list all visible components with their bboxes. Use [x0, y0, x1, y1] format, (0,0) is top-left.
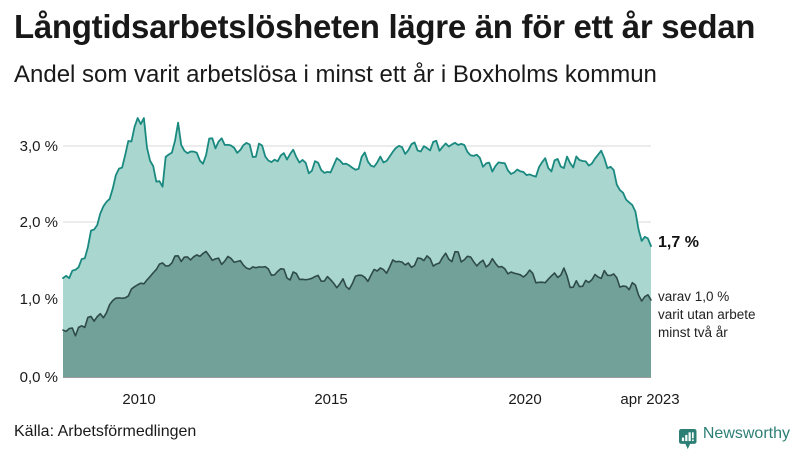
svg-text:2010: 2010 — [122, 391, 155, 408]
svg-text:2015: 2015 — [314, 391, 347, 408]
svg-text:2,0 %: 2,0 % — [20, 214, 58, 231]
svg-text:1,0 %: 1,0 % — [20, 291, 58, 308]
svg-text:3,0 %: 3,0 % — [20, 138, 58, 155]
svg-text:0,0 %: 0,0 % — [20, 369, 58, 386]
svg-text:2020: 2020 — [508, 391, 541, 408]
svg-text:apr 2023: apr 2023 — [620, 391, 679, 408]
